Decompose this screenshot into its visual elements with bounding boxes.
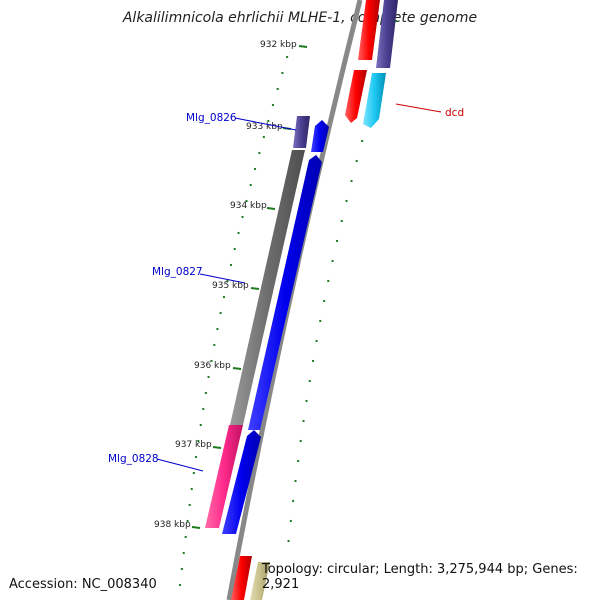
label-mlg-0826[interactable]: Mlg_0826 <box>186 112 237 124</box>
tick-937 <box>212 446 222 449</box>
gene-dcd[interactable] <box>363 73 386 128</box>
tick-label-934: 934 kbp <box>230 201 267 211</box>
gene-red-bottom[interactable] <box>231 556 252 600</box>
gene-blue-0826[interactable] <box>311 120 329 152</box>
label-mlg-0828[interactable]: Mlg_0828 <box>108 453 159 465</box>
leader-mlg-0828 <box>156 458 204 472</box>
leader-mlg-0826 <box>234 117 297 131</box>
label-dcd[interactable]: dcd <box>445 107 464 119</box>
gene-mlg-0826[interactable] <box>293 116 310 148</box>
genome-backbone <box>226 0 363 600</box>
tick-932 <box>298 45 308 48</box>
tick-label-933: 933 kbp <box>246 122 283 132</box>
topology-label: Topology: circular; Length: 3,275,944 bp… <box>262 562 578 592</box>
tick-934 <box>266 207 276 210</box>
leader-mlg-0827 <box>199 273 246 284</box>
tick-935 <box>250 287 260 290</box>
tick-936 <box>232 367 242 370</box>
gene-khaki-bottom[interactable] <box>250 562 270 600</box>
gene-red-top[interactable] <box>358 0 380 60</box>
gene-mlg-0828[interactable] <box>205 425 243 528</box>
accession-label: Accession: NC_008340 <box>9 577 157 592</box>
gene-red-dcd-neighbour[interactable] <box>345 70 367 123</box>
tick-label-932: 932 kbp <box>260 40 297 50</box>
outer-tick-track <box>178 55 289 587</box>
tick-label-938: 938 kbp <box>154 520 191 530</box>
gene-navy-top[interactable] <box>376 0 398 68</box>
tick-938 <box>191 526 201 529</box>
gene-blue-0828[interactable] <box>222 430 261 534</box>
tick-label-936: 936 kbp <box>194 361 231 371</box>
leader-dcd <box>395 103 442 113</box>
gene-blue-0827[interactable] <box>248 155 322 430</box>
label-mlg-0827[interactable]: Mlg_0827 <box>152 266 203 278</box>
tick-label-937: 937 kbp <box>175 440 212 450</box>
gene-mlg-0827[interactable] <box>230 150 305 425</box>
tick-label-935: 935 kbp <box>212 281 249 291</box>
